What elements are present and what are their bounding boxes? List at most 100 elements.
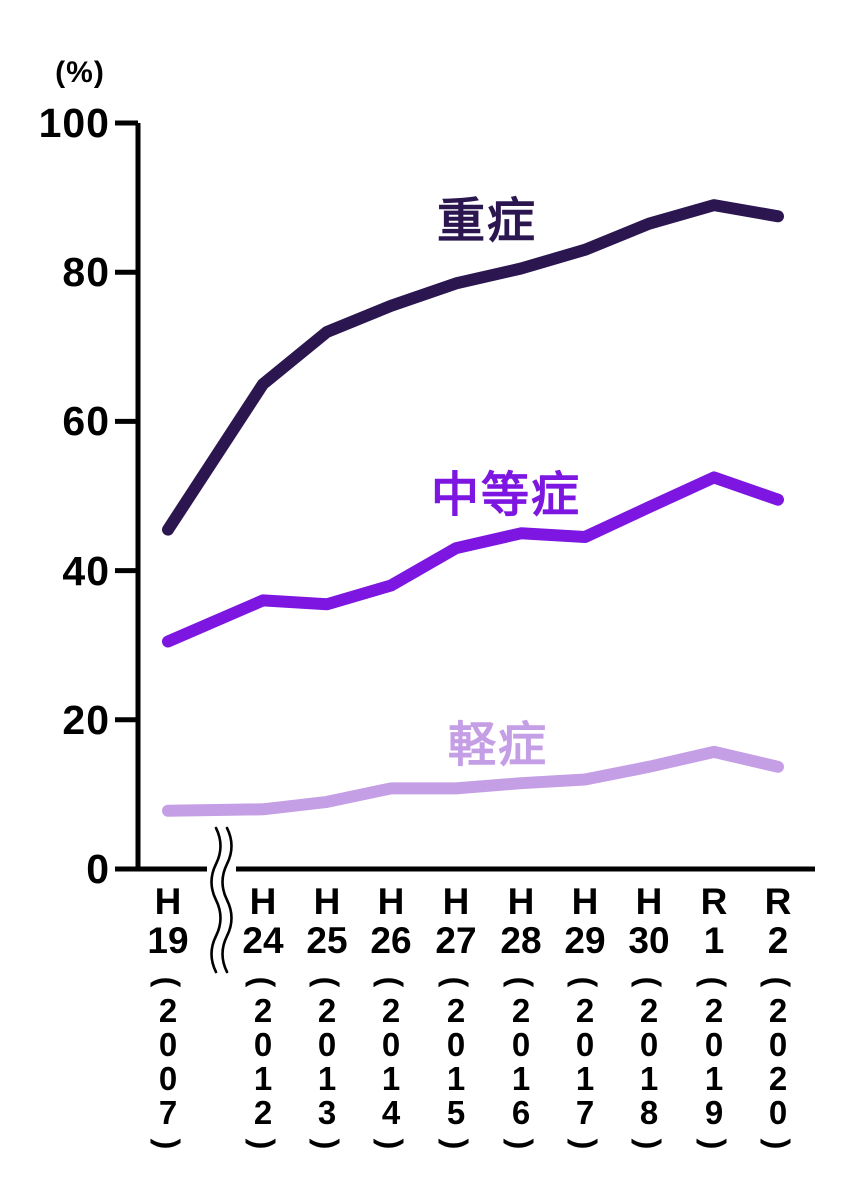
x-axis-label: H 28 (2 0 1 6): [488, 882, 554, 1156]
series-label-severe: 重症: [437, 195, 538, 248]
western-year-digit: 2: [381, 992, 401, 1029]
western-year-digit: 2: [253, 992, 273, 1029]
open-paren: (: [631, 976, 667, 988]
era-letter: H: [377, 881, 405, 922]
x-axis-label: H 25 (2 0 1 3): [294, 882, 360, 1156]
era-letter: R: [764, 881, 792, 922]
western-year-digit: 8: [639, 1094, 659, 1131]
era-letter: H: [154, 881, 182, 922]
western-year-digit: 2: [639, 992, 659, 1029]
era-letter: H: [507, 881, 535, 922]
western-year-digit: 0: [158, 1060, 178, 1097]
era-year-number: 30: [628, 920, 670, 961]
open-paren: (: [309, 976, 345, 988]
western-year-digit: 2: [704, 992, 724, 1029]
era-year-number: 24: [242, 920, 284, 961]
western-year-digit: 1: [253, 1060, 273, 1097]
western-year-digit: 0: [253, 1026, 273, 1063]
era-letter: H: [635, 881, 663, 922]
y-tick-label: 60: [62, 398, 110, 445]
x-axis-label: H 26 (2 0 1 4): [358, 882, 424, 1156]
x-axis-label: R 2(2 0 2 0): [745, 882, 811, 1156]
open-paren: (: [567, 976, 603, 988]
western-year-digit: 1: [381, 1060, 401, 1097]
western-year-digit: 7: [158, 1094, 178, 1131]
era-letter: H: [249, 881, 277, 922]
close-paren: ): [438, 1138, 474, 1150]
close-paren: ): [696, 1138, 732, 1150]
close-paren: ): [760, 1138, 796, 1150]
series-label-mild: 軽症: [448, 719, 549, 772]
era-year-number: 2: [767, 920, 789, 961]
series-line-mild: [162, 745, 784, 817]
western-year-digit: 1: [511, 1060, 531, 1097]
x-axis-label: R 1(2 0 1 9): [681, 882, 747, 1156]
era-year-number: 25: [306, 920, 348, 961]
x-axis-label: H 19(2 0 0 7): [135, 882, 201, 1156]
close-paren: ): [631, 1138, 667, 1150]
western-year-digit: 0: [158, 1026, 178, 1063]
western-year-digit: 0: [768, 1026, 788, 1063]
western-year-digit: 1: [317, 1060, 337, 1097]
western-year-digit: 2: [158, 992, 178, 1029]
axis-break-wave: [210, 826, 222, 974]
era-year-number: 1: [703, 920, 725, 961]
western-year-digit: 0: [381, 1026, 401, 1063]
era-year-number: 29: [564, 920, 606, 961]
series-line-moderate: [162, 471, 784, 648]
era-letter: H: [313, 881, 341, 922]
western-year-digit: 2: [253, 1094, 273, 1131]
western-year-digit: 1: [446, 1060, 466, 1097]
open-paren: (: [373, 976, 409, 988]
western-year-digit: 5: [446, 1094, 466, 1131]
close-paren: ): [245, 1138, 281, 1150]
western-year-digit: 1: [575, 1060, 595, 1097]
western-year-digit: 2: [446, 992, 466, 1029]
western-year-digit: 0: [704, 1026, 724, 1063]
era-year-number: 19: [147, 920, 189, 961]
axis-break-wave: [221, 826, 233, 974]
series-line-severe: [162, 199, 784, 536]
western-year-digit: 2: [768, 1060, 788, 1097]
western-year-digit: 0: [575, 1026, 595, 1063]
close-paren: ): [567, 1138, 603, 1150]
y-tick-label: 0: [86, 846, 110, 892]
western-year-digit: 0: [446, 1026, 466, 1063]
open-paren: (: [696, 976, 732, 988]
open-paren: (: [438, 976, 474, 988]
open-paren: (: [150, 976, 186, 988]
series-label-moderate: 中等症: [431, 469, 582, 522]
western-year-digit: 2: [575, 992, 595, 1029]
western-year-digit: 0: [639, 1026, 659, 1063]
close-paren: ): [150, 1138, 186, 1150]
y-tick-label: 100: [38, 100, 110, 146]
open-paren: (: [245, 976, 281, 988]
western-year-digit: 0: [511, 1026, 531, 1063]
era-letter: H: [442, 881, 470, 922]
x-axis-label: H 29 (2 0 1 7): [552, 882, 618, 1156]
y-tick-label: 20: [62, 696, 110, 743]
western-year-digit: 0: [768, 1094, 788, 1131]
era-letter: R: [700, 881, 728, 922]
close-paren: ): [373, 1138, 409, 1150]
western-year-digit: 6: [511, 1094, 531, 1131]
western-year-digit: 4: [381, 1094, 401, 1131]
era-letter: H: [571, 881, 599, 922]
close-paren: ): [309, 1138, 345, 1150]
western-year-digit: 1: [704, 1060, 724, 1097]
western-year-digit: 3: [317, 1094, 337, 1131]
era-year-number: 28: [500, 920, 542, 961]
y-axis-unit-label: (%): [55, 56, 105, 89]
open-paren: (: [760, 976, 796, 988]
x-axis-label: H 24(2 0 1 2): [230, 882, 296, 1156]
open-paren: (: [503, 976, 539, 988]
x-axis-label: H 27 (2 0 1 5): [423, 882, 489, 1156]
x-axis-label: H 30 (2 0 1 8): [616, 882, 682, 1156]
western-year-digit: 9: [704, 1094, 724, 1131]
western-year-digit: 7: [575, 1094, 595, 1131]
western-year-digit: 2: [511, 992, 531, 1029]
western-year-digit: 2: [768, 992, 788, 1029]
y-tick-label: 40: [62, 547, 110, 594]
